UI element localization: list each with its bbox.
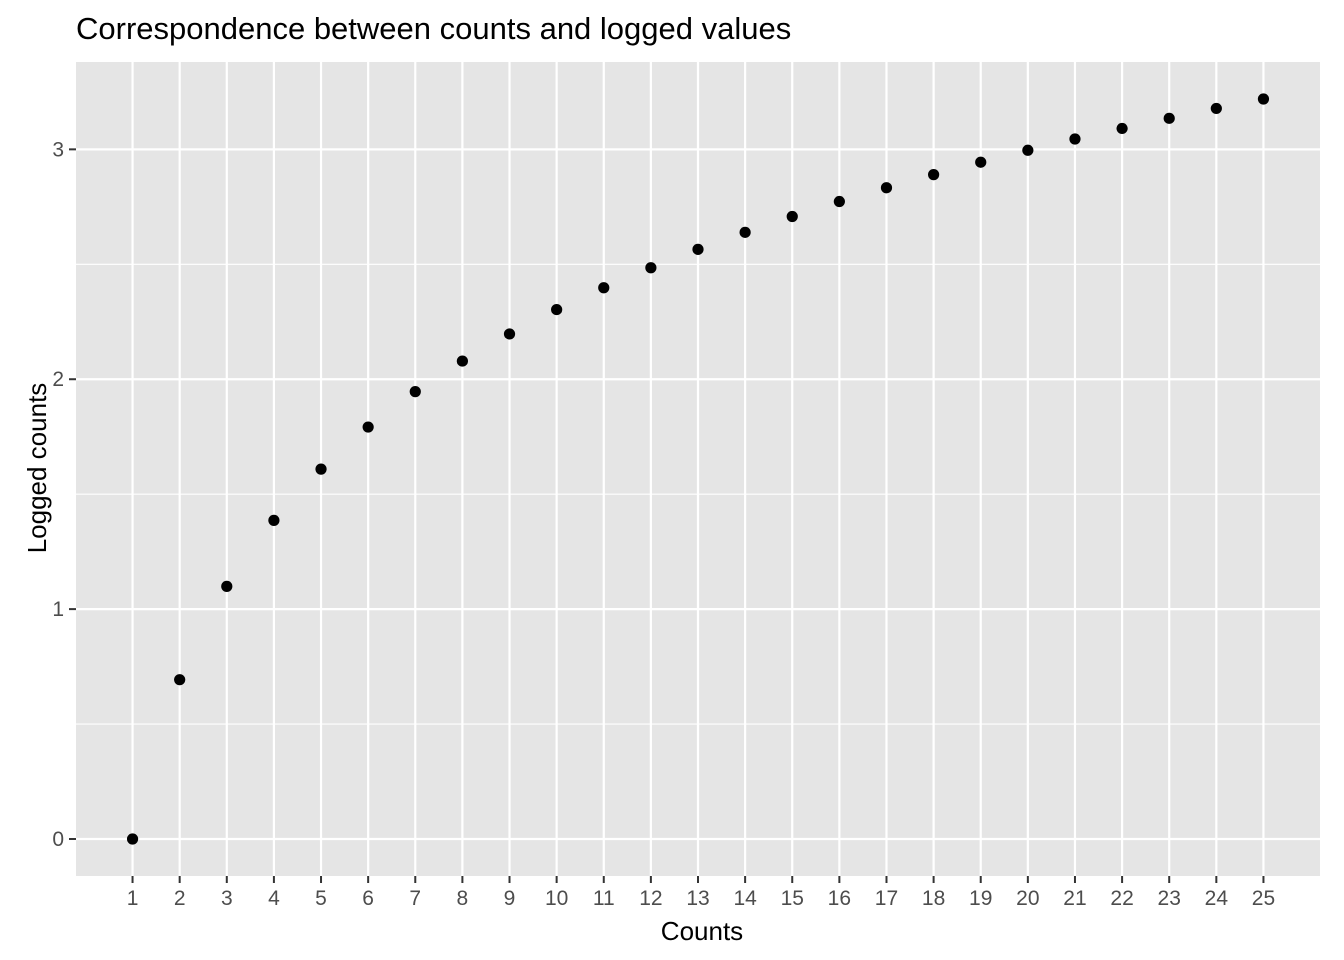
data-point [928,169,940,181]
x-tick-label: 10 [545,887,568,910]
y-axis-title: Logged counts [22,383,52,554]
x-tick-label: 7 [409,887,421,910]
major-gridlines [76,62,1320,876]
x-tick-label: 20 [1016,887,1039,910]
x-tick-label: 24 [1205,887,1229,910]
data-point [409,386,421,398]
x-tick-label: 5 [315,887,327,910]
data-point [221,580,233,592]
x-tick-label: 9 [504,887,516,910]
y-tick-label: 0 [52,828,64,851]
data-point [1116,122,1128,135]
data-point [1069,133,1081,145]
data-point [1257,93,1270,105]
x-tick-label: 17 [875,887,898,910]
data-point [503,328,516,340]
x-tick-label: 3 [221,887,233,910]
x-tick-label: 16 [828,887,851,910]
data-point [598,282,610,294]
chart-title: Correspondence between counts and logged… [76,11,791,46]
y-tick-label: 3 [52,138,64,161]
data-point [739,226,751,238]
x-axis-ticks: 1 2 3 4 5 6 7 8 9 10 11 12 13 14 15 16 17 18 19 20 21 22 23 24 2… [127,876,1275,910]
data-point [645,262,657,274]
x-tick-label: 25 [1252,887,1275,910]
data-points [126,93,1270,845]
data-point [692,243,704,255]
x-tick-label: 13 [686,887,709,910]
x-tick-label: 18 [922,887,945,910]
data-point [456,355,468,367]
x-tick-label: 23 [1158,887,1181,910]
x-tick-label: 19 [969,887,992,910]
x-tick-label: 6 [362,887,374,910]
data-point [1022,144,1034,156]
x-tick-label: 14 [733,887,757,910]
data-point [786,210,798,223]
x-tick-label: 12 [639,887,662,910]
data-point [362,421,374,433]
x-tick-label: 4 [268,887,280,910]
x-tick-label: 8 [457,887,469,910]
data-point [174,674,186,686]
data-point [126,833,139,845]
y-tick-label: 1 [52,598,64,621]
data-point [551,303,563,316]
data-point [833,195,845,208]
x-tick-label: 15 [781,887,804,910]
data-point [268,514,280,526]
x-tick-label: 11 [593,887,615,910]
data-point [1210,102,1222,115]
x-tick-label: 22 [1110,887,1133,910]
data-point [880,182,893,194]
x-tick-label: 1 [127,887,139,910]
x-tick-label: 2 [174,887,186,910]
data-point [975,156,987,168]
y-tick-label: 2 [52,368,64,391]
y-axis-ticks: 0 1 2 3 [52,138,76,851]
data-point [1163,112,1175,124]
x-axis-title: Counts [661,916,743,946]
x-tick-label: 21 [1063,887,1086,910]
data-point [315,463,327,475]
